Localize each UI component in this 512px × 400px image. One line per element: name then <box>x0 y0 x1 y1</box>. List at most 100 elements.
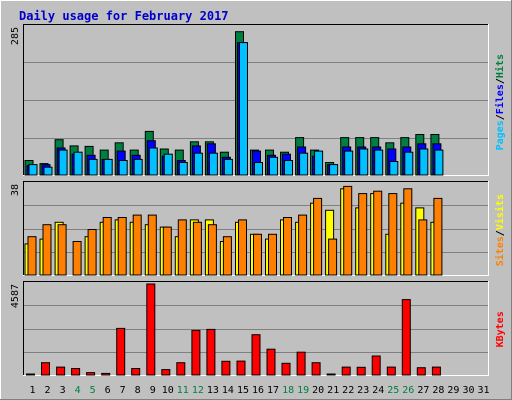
bar-kbytes <box>281 362 291 376</box>
bar-sites <box>192 221 202 276</box>
bar-kbytes <box>371 355 381 376</box>
day-label: 3 <box>60 385 66 396</box>
bar-kbytes <box>41 362 50 376</box>
bar-sites <box>433 197 443 276</box>
bar-sites <box>403 188 413 276</box>
day-label: 14 <box>222 385 234 396</box>
axis-label-part: Files <box>494 84 506 114</box>
day-label: 16 <box>252 385 264 396</box>
day-label: 18 <box>282 385 294 396</box>
bar-kbytes <box>431 366 441 376</box>
bar-pages <box>43 166 53 176</box>
day-label: 13 <box>207 385 219 396</box>
bar-kbytes <box>56 366 66 376</box>
bar-sites <box>102 217 112 276</box>
axis-label-part: Hits <box>494 54 506 78</box>
bar-kbytes <box>101 372 111 376</box>
day-label: 4 <box>75 385 81 396</box>
bar-sites <box>268 233 277 276</box>
bar-kbytes <box>401 299 411 376</box>
axis-label-hits: Pages/Files/Hits <box>494 54 506 150</box>
day-label: 17 <box>267 385 279 396</box>
bar-pages <box>419 148 429 176</box>
bar-pages <box>223 158 233 176</box>
panel-kbytes: 4587 KBytes <box>10 281 506 376</box>
bar-pages <box>434 149 444 176</box>
day-label: 28 <box>432 385 444 396</box>
bar-pages <box>389 161 399 176</box>
bar-pages <box>178 162 188 176</box>
bar-pages <box>329 164 339 176</box>
bar-pages <box>133 158 143 176</box>
bar-sites <box>117 217 127 276</box>
axis-label-kbytes: KBytes <box>495 311 506 347</box>
bar-sites <box>177 219 187 276</box>
day-label: 29 <box>447 385 459 396</box>
bar-pages <box>314 150 324 176</box>
y-max-label-hits: 285 <box>10 27 21 45</box>
day-label: 15 <box>237 385 249 396</box>
bar-kbytes <box>206 328 216 376</box>
axis-label-part: KBytes <box>495 311 506 347</box>
bar-sites <box>253 233 262 276</box>
bar-pages <box>344 150 354 176</box>
bar-sites <box>238 219 247 276</box>
day-label: 20 <box>312 385 324 396</box>
y-max-label-kbytes: 4587 <box>10 284 21 308</box>
bar-kbytes <box>26 373 35 376</box>
day-label: 9 <box>150 385 156 396</box>
bar-kbytes <box>131 368 141 376</box>
axis-label-part: Visits <box>494 194 506 230</box>
bar-kbytes <box>251 334 261 376</box>
bar-kbytes <box>356 366 366 376</box>
bar-kbytes <box>116 327 126 376</box>
bar-sites <box>147 214 157 276</box>
bar-kbytes <box>386 366 396 376</box>
day-label: 27 <box>417 385 429 396</box>
bar-kbytes <box>236 360 246 376</box>
bar-pages <box>148 147 158 176</box>
day-label: 7 <box>120 385 126 396</box>
bar-pages <box>359 148 369 176</box>
day-label: 24 <box>372 385 384 396</box>
day-label: 30 <box>462 385 474 396</box>
axis-label-part: Sites <box>494 236 506 266</box>
day-label: 10 <box>162 385 174 396</box>
day-label: 26 <box>402 385 414 396</box>
axis-label-visits: Sites/Visits <box>494 194 506 266</box>
bar-kbytes <box>161 369 171 376</box>
day-label: 5 <box>90 385 96 396</box>
day-label: 22 <box>342 385 354 396</box>
bar-sites <box>132 214 142 276</box>
bar-kbytes <box>311 362 321 376</box>
bar-sites <box>373 190 383 276</box>
bar-kbytes <box>266 348 276 376</box>
bar-sites <box>27 236 37 276</box>
bar-sites <box>418 219 428 276</box>
y-max-label-visits: 38 <box>10 184 21 196</box>
bar-kbytes <box>326 373 336 376</box>
day-label: 25 <box>387 385 399 396</box>
bar-sites <box>283 217 292 276</box>
bar-sites <box>298 214 308 276</box>
bar-pages <box>269 156 278 176</box>
bar-kbytes <box>341 366 351 376</box>
axis-label-part: / <box>495 114 506 120</box>
day-label: 8 <box>135 385 141 396</box>
bar-sites <box>207 224 217 276</box>
bar-sites <box>222 236 232 276</box>
bar-kbytes <box>86 372 96 376</box>
day-label: 1 <box>29 385 35 396</box>
bar-kbytes <box>191 329 201 376</box>
chart-title: Daily usage for February 2017 <box>19 9 229 23</box>
axis-label-part: Pages <box>495 120 506 150</box>
day-label: 31 <box>477 385 489 396</box>
day-label: 23 <box>357 385 369 396</box>
bar-kbytes <box>176 362 186 376</box>
day-label: 6 <box>105 385 111 396</box>
bar-sites <box>388 193 398 276</box>
day-label: 2 <box>44 385 50 396</box>
bar-pages <box>58 149 68 176</box>
bar-kbytes <box>221 360 231 376</box>
